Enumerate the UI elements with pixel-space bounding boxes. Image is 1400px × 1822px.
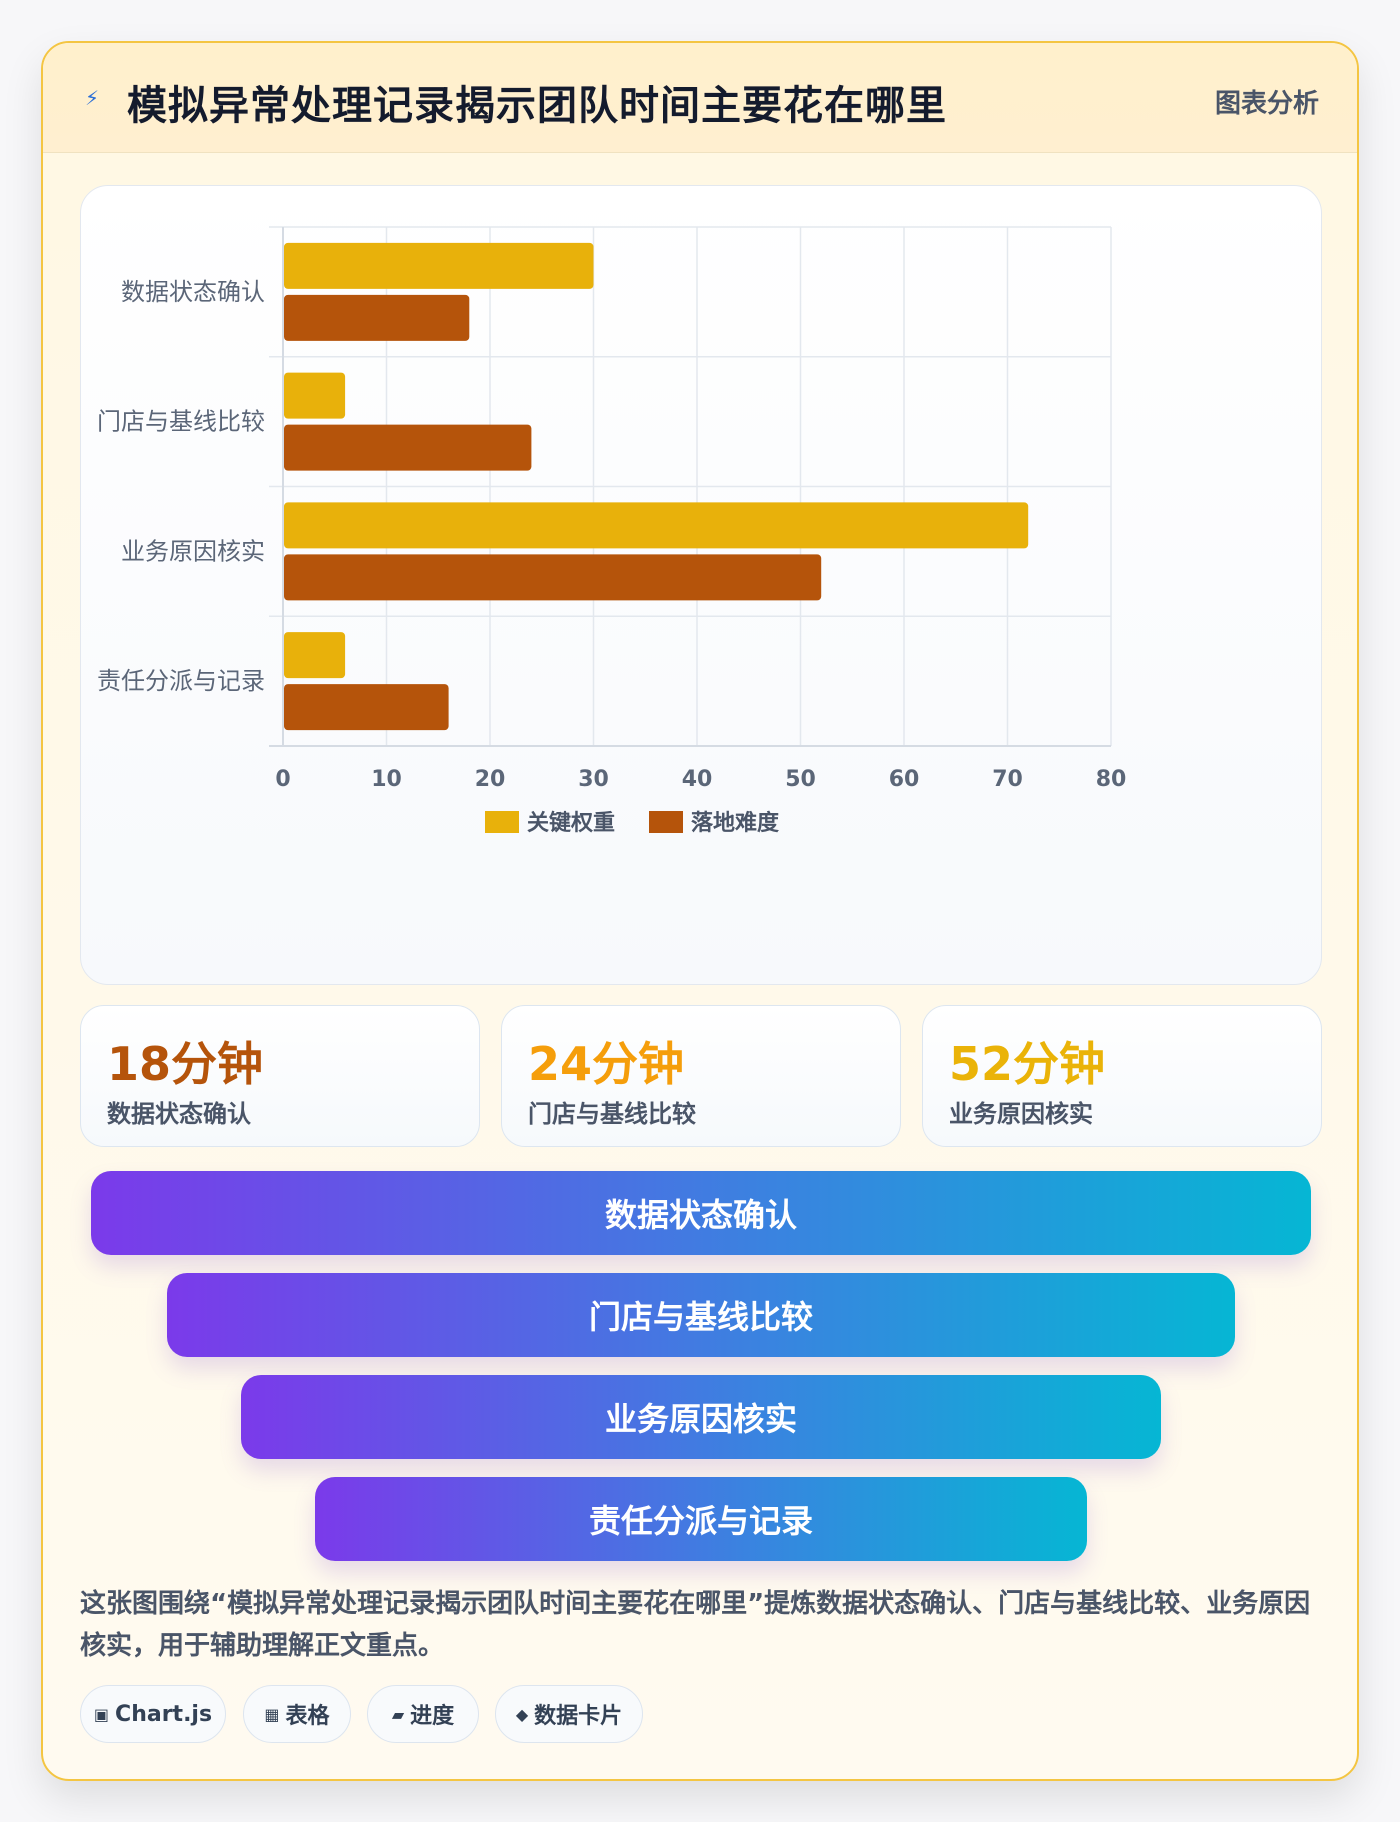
page-title: 模拟异常处理记录揭示团队时间主要花在哪里 [127,83,947,129]
bar [284,242,594,289]
chart-card: ⚡ 模拟异常处理记录揭示团队时间主要花在哪里 图表分析 0 10 20 30 40 50 6… [41,41,1359,1781]
funnel-step: 责任分派与记录 [315,1477,1087,1561]
bar [284,684,449,731]
chip-label: 数据卡片 [534,1704,623,1729]
x-tick-label: 80 [1096,767,1127,792]
legend-label: 关键权重 [527,810,615,836]
bar [284,632,346,679]
bar [284,554,822,601]
legend-label: 落地难度 [691,810,780,836]
lightning-icon: ⚡ [85,86,100,110]
chip-progress[interactable]: ▰ 进度 [367,1685,479,1743]
chip-table[interactable]: ▦ 表格 [243,1685,351,1743]
stat-value: 24分钟 [528,1037,685,1091]
bar [284,294,470,341]
x-tick-label: 50 [785,767,816,792]
table-icon: ▦ [264,1704,280,1724]
chip-data-card[interactable]: ◆ 数据卡片 [495,1685,643,1743]
stat-card: 18分钟 数据状态确认 [80,1005,480,1147]
bar [284,424,532,471]
funnel-step: 数据状态确认 [91,1171,1311,1255]
bar [284,502,1029,549]
funnel-step: 门店与基线比较 [167,1273,1235,1357]
y-tick-label: 门店与基线比较 [97,408,265,436]
bar-chart: 0 10 20 30 40 50 60 70 80 数据状态确认门店与基线比较业务原因核实责任分派… [97,226,1127,836]
stat-card: 24分钟 门店与基线比较 [501,1005,901,1147]
x-tick-label: 30 [578,767,609,792]
funnel-step: 业务原因核实 [241,1375,1161,1459]
y-tick-label: 数据状态确认 [121,278,265,306]
chip-chartjs[interactable]: ▣ Chart.js [80,1685,226,1743]
legend-swatch [485,811,519,833]
legend-swatch [649,811,683,833]
stat-value: 18分钟 [107,1037,264,1091]
chip-label: 进度 [410,1704,455,1729]
chart-panel: 0 10 20 30 40 50 60 70 80 数据状态确认门店与基线比较业务原因核实责任分派… [80,185,1322,985]
y-tick-label: 业务原因核实 [121,537,265,565]
stat-value: 52分钟 [949,1037,1106,1091]
chart-icon: ▣ [93,1704,110,1724]
stat-label: 业务原因核实 [949,1100,1093,1128]
x-tick-label: 20 [475,767,506,792]
x-tick-label: 0 [275,767,290,792]
stat-label: 数据状态确认 [107,1100,251,1128]
x-tick-label: 10 [371,767,402,792]
progress-icon: ▰ [391,1704,405,1724]
chip-label: Chart.js [115,1701,213,1727]
card-header: ⚡ 模拟异常处理记录揭示团队时间主要花在哪里 图表分析 [43,43,1357,153]
x-tick-label: 70 [992,767,1023,792]
x-tick-label: 40 [682,767,713,792]
stat-card: 52分钟 业务原因核实 [922,1005,1322,1147]
chart-description: 这张图围绕“模拟异常处理记录揭示团队时间主要花在哪里”提炼数据状态确认、门店与基… [80,1589,1311,1661]
stat-label: 门店与基线比较 [528,1100,696,1128]
y-tick-label: 责任分派与记录 [97,667,265,695]
bar [284,372,346,419]
diamond-icon: ◆ [515,1704,529,1724]
x-tick-label: 60 [889,767,920,792]
chip-label: 表格 [285,1704,330,1729]
header-tag: 图表分析 [1214,89,1319,119]
